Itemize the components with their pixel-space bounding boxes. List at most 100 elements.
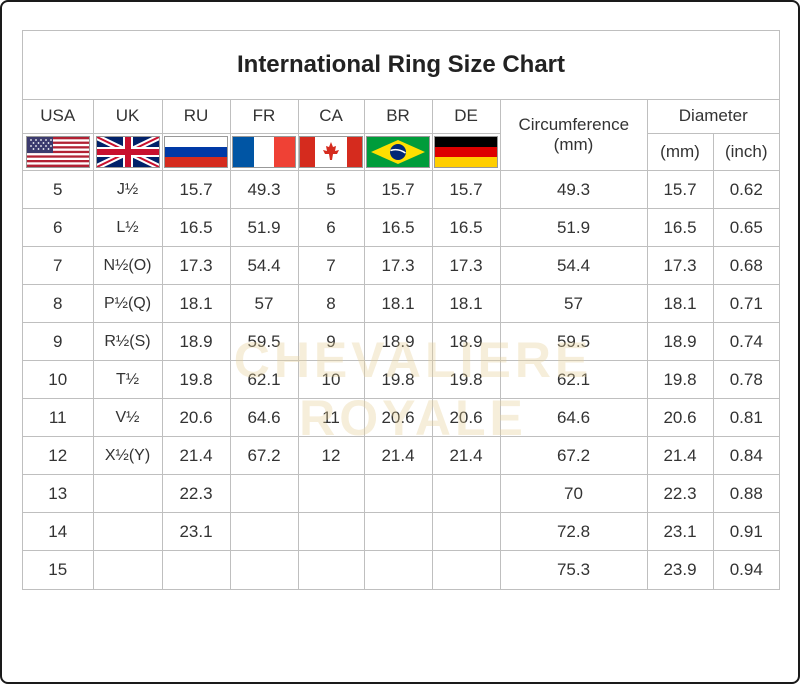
cell-uk-size: T½ <box>92 360 163 399</box>
cell-br-size: 18.1 <box>363 284 433 323</box>
flag-cell-ru <box>161 133 231 171</box>
cell-fr-size: 51.9 <box>229 208 299 247</box>
cell-diameter-inch: 0.71 <box>712 284 779 323</box>
cell-ru-size: 20.6 <box>161 398 231 437</box>
cell-fr-size: 62.1 <box>229 360 299 399</box>
cell-diameter-mm: 15.7 <box>646 170 714 209</box>
cell-diameter-inch: 0.88 <box>712 474 779 513</box>
cell-diameter-inch: 0.74 <box>712 322 779 361</box>
cell-uk-size: P½(Q) <box>92 284 163 323</box>
cell-diameter-mm: 23.9 <box>646 550 714 589</box>
header-ca: CA <box>297 99 365 134</box>
cell-usa-size: 7 <box>23 246 94 285</box>
cell-diameter-mm: 18.1 <box>646 284 714 323</box>
cell-de-size: 15.7 <box>431 170 501 209</box>
cell-diameter-inch: 0.62 <box>712 170 779 209</box>
cell-diameter-inch: 0.84 <box>712 436 779 475</box>
cell-ca-size: 5 <box>297 170 365 209</box>
cell-ru-size: 18.1 <box>161 284 231 323</box>
table-row: 5 J½ 15.7 49.3 5 15.7 15.7 49.3 15.7 0.62 <box>23 170 779 209</box>
cell-circumference-mm: 70 <box>499 474 648 513</box>
cell-ca-size: 7 <box>297 246 365 285</box>
cell-fr-size: 54.4 <box>229 246 299 285</box>
cell-uk-size: R½(S) <box>92 322 163 361</box>
flag-cell-uk <box>92 133 163 171</box>
cell-circumference-mm: 49.3 <box>499 170 648 209</box>
cell-uk-size: L½ <box>92 208 163 247</box>
cell-ca-size <box>297 474 365 513</box>
cell-diameter-mm: 23.1 <box>646 512 714 551</box>
cell-de-size: 19.8 <box>431 360 501 399</box>
cell-circumference-mm: 62.1 <box>499 360 648 399</box>
cell-ru-size: 16.5 <box>161 208 231 247</box>
header-diameter: Diameter <box>646 99 779 134</box>
cell-ru-size: 19.8 <box>161 360 231 399</box>
header-circumference: Circumference (mm) <box>499 99 648 171</box>
cell-br-size: 21.4 <box>363 436 433 475</box>
flag-cell-ca <box>297 133 365 171</box>
cell-uk-size: V½ <box>92 398 163 437</box>
cell-diameter-inch: 0.91 <box>712 512 779 551</box>
cell-de-size: 18.1 <box>431 284 501 323</box>
cell-usa-size: 8 <box>23 284 94 323</box>
header-uk: UK <box>92 99 163 134</box>
canada-flag-icon <box>299 136 363 168</box>
chart-title: International Ring Size Chart <box>23 31 779 100</box>
cell-de-size: 20.6 <box>431 398 501 437</box>
cell-diameter-inch: 0.65 <box>712 208 779 247</box>
table-row: 9 R½(S) 18.9 59.5 9 18.9 18.9 59.5 18.9 0.74 <box>23 322 779 361</box>
cell-br-size: 18.9 <box>363 322 433 361</box>
cell-usa-size: 9 <box>23 322 94 361</box>
cell-ru-size: 17.3 <box>161 246 231 285</box>
cell-br-size: 20.6 <box>363 398 433 437</box>
cell-circumference-mm: 64.6 <box>499 398 648 437</box>
cell-ru-size: 23.1 <box>161 512 231 551</box>
cell-diameter-mm: 19.8 <box>646 360 714 399</box>
cell-uk-size <box>92 550 163 589</box>
cell-br-size: 17.3 <box>363 246 433 285</box>
header-diameter-mm: (mm) <box>646 133 714 171</box>
flag-cell-br <box>363 133 433 171</box>
cell-uk-size: J½ <box>92 170 163 209</box>
cell-de-size <box>431 474 501 513</box>
cell-de-size: 16.5 <box>431 208 501 247</box>
cell-br-size <box>363 512 433 551</box>
cell-usa-size: 13 <box>23 474 94 513</box>
cell-de-size: 18.9 <box>431 322 501 361</box>
cell-br-size: 16.5 <box>363 208 433 247</box>
cell-uk-size <box>92 512 163 551</box>
cell-de-size: 21.4 <box>431 436 501 475</box>
cell-uk-size: N½(O) <box>92 246 163 285</box>
uk-flag-icon <box>95 136 160 168</box>
table-row: 14 23.1 72.8 23.1 0.91 <box>23 512 779 551</box>
cell-diameter-mm: 21.4 <box>646 436 714 475</box>
cell-ca-size: 11 <box>297 398 365 437</box>
header-usa: USA <box>23 99 94 134</box>
russia-flag-icon <box>164 136 228 168</box>
cell-de-size <box>431 512 501 551</box>
cell-ca-size: 10 <box>297 360 365 399</box>
cell-uk-size: X½(Y) <box>92 436 163 475</box>
table-row: 7 N½(O) 17.3 54.4 7 17.3 17.3 54.4 17.3 0.68 <box>23 246 779 285</box>
cell-fr-size: 57 <box>229 284 299 323</box>
cell-circumference-mm: 54.4 <box>499 246 648 285</box>
cell-usa-size: 12 <box>23 436 94 475</box>
cell-diameter-inch: 0.68 <box>712 246 779 285</box>
brazil-flag-icon <box>366 136 430 168</box>
cell-circumference-mm: 51.9 <box>499 208 648 247</box>
cell-fr-size: 67.2 <box>229 436 299 475</box>
header-br: BR <box>363 99 433 134</box>
cell-usa-size: 5 <box>23 170 94 209</box>
cell-diameter-inch: 0.94 <box>712 550 779 589</box>
cell-diameter-mm: 18.9 <box>646 322 714 361</box>
cell-ru-size: 18.9 <box>161 322 231 361</box>
flag-cell-fr <box>229 133 299 171</box>
cell-fr-size: 59.5 <box>229 322 299 361</box>
cell-ca-size: 8 <box>297 284 365 323</box>
cell-ru-size <box>161 550 231 589</box>
cell-fr-size: 49.3 <box>229 170 299 209</box>
cell-fr-size: 64.6 <box>229 398 299 437</box>
table-row: 8 P½(Q) 18.1 57 8 18.1 18.1 57 18.1 0.71 <box>23 284 779 323</box>
cell-usa-size: 6 <box>23 208 94 247</box>
cell-circumference-mm: 72.8 <box>499 512 648 551</box>
